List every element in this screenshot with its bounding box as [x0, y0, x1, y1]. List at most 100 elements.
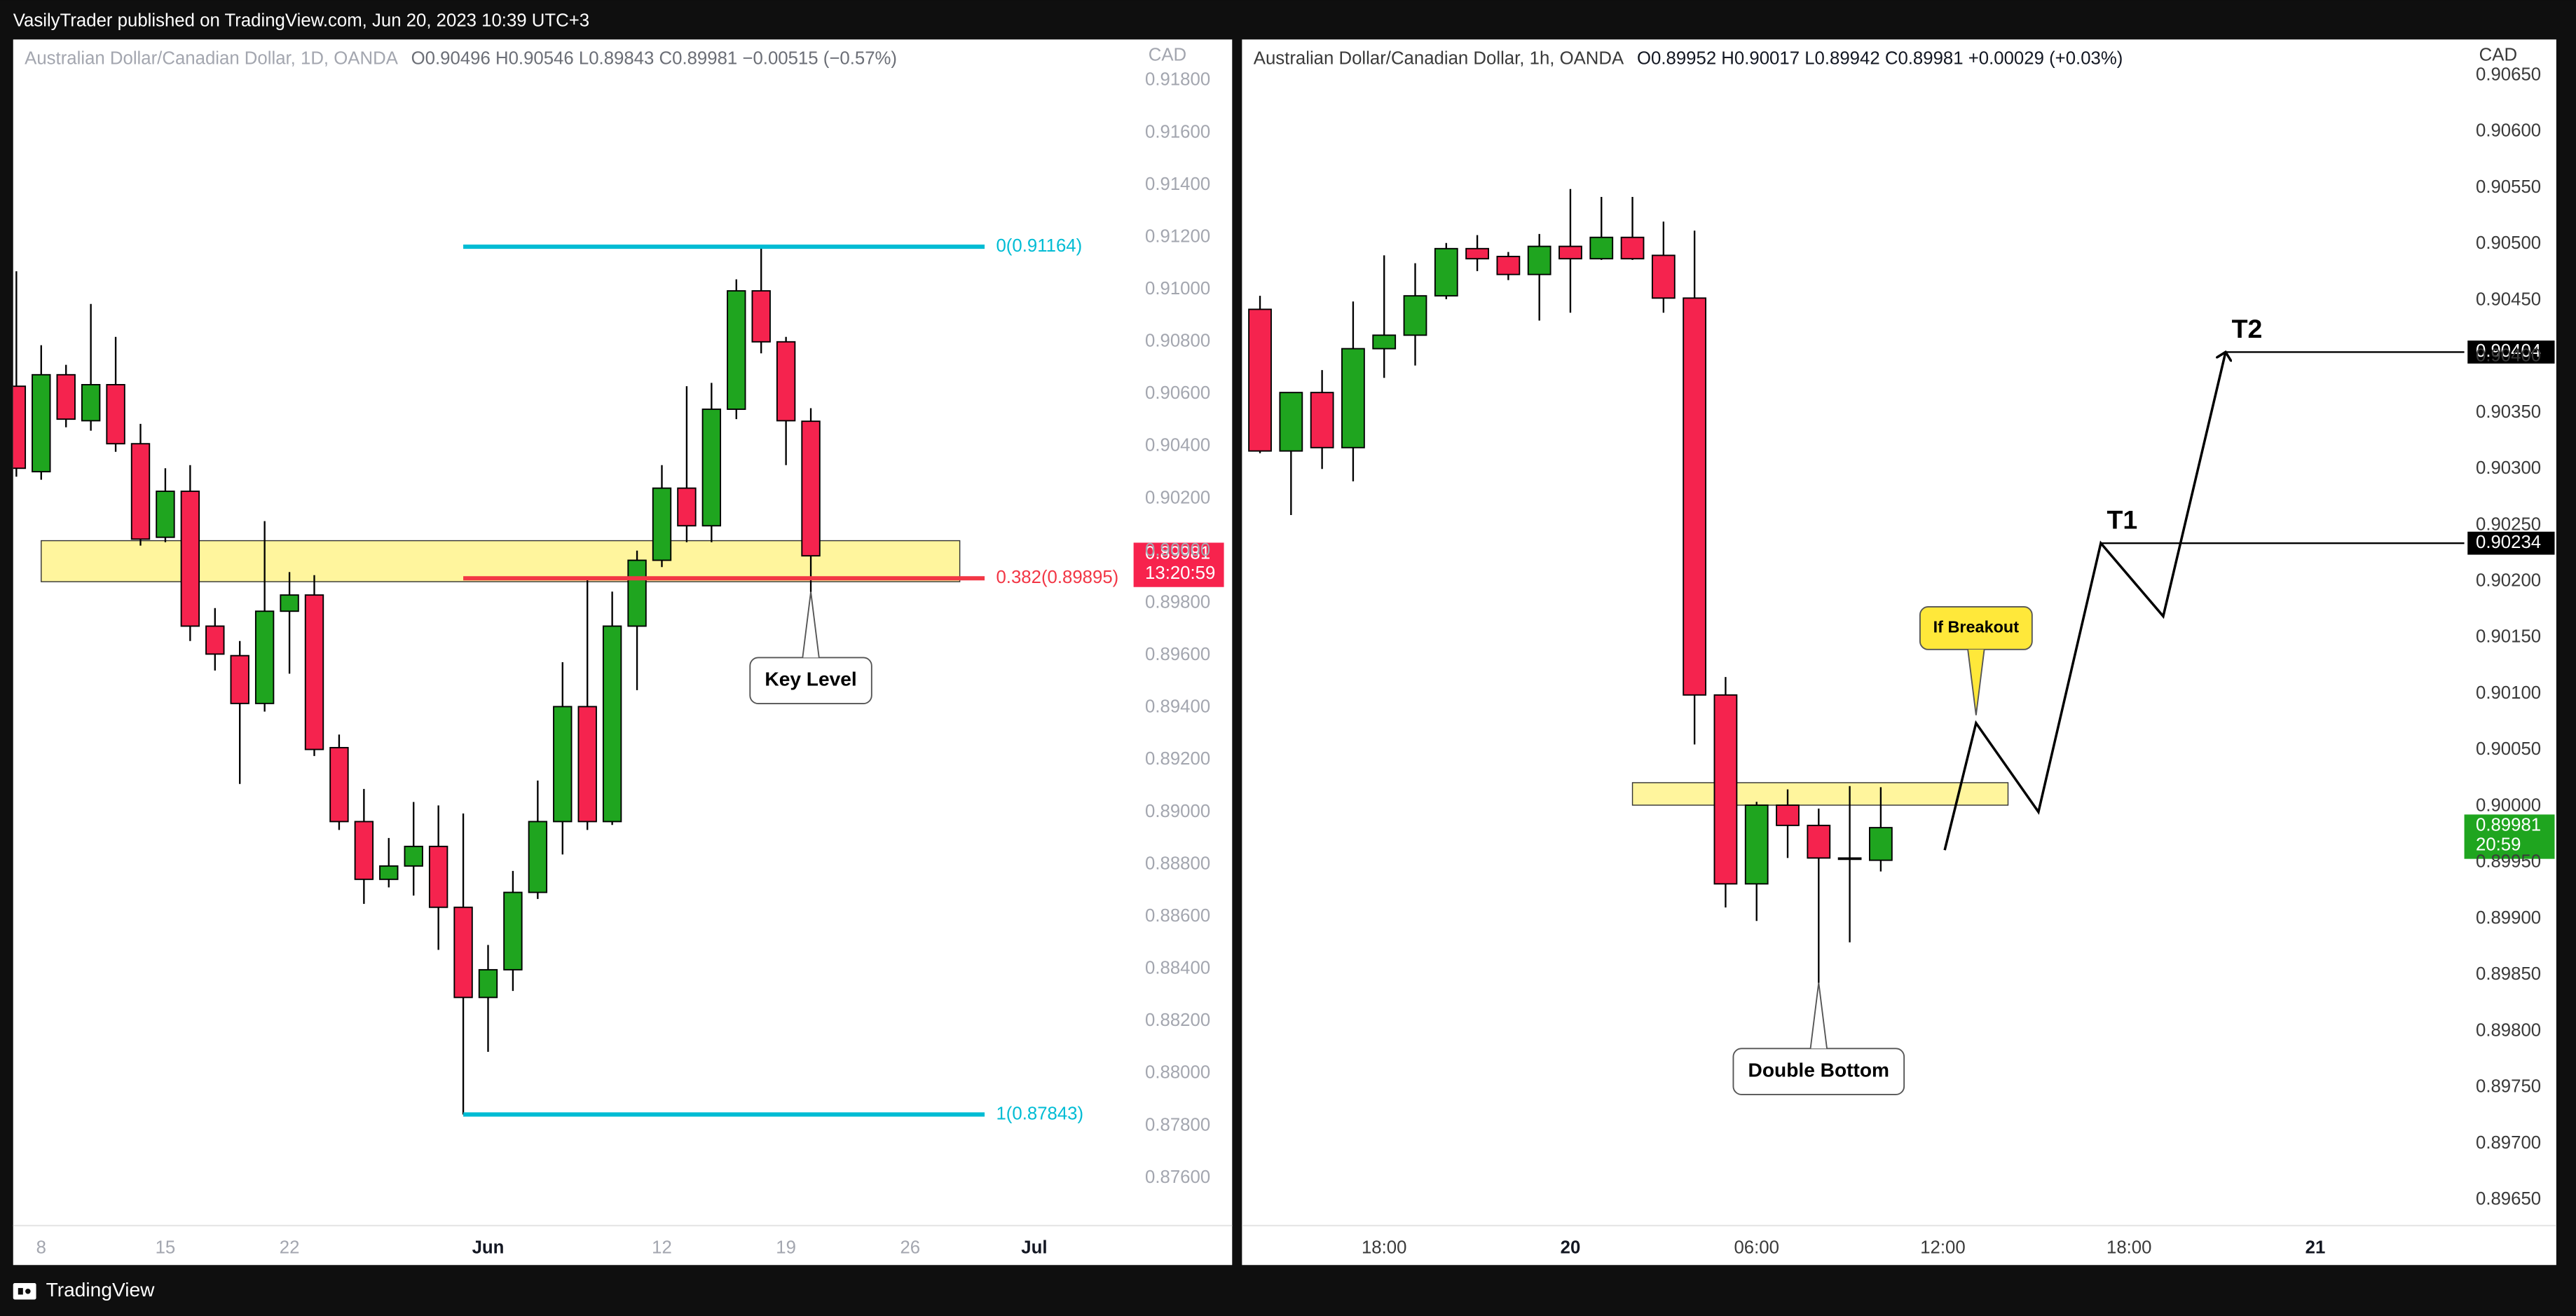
candle — [1744, 802, 1769, 921]
candle-body — [1869, 827, 1893, 861]
candle — [701, 383, 722, 542]
x-tick-label: 22 — [280, 1238, 300, 1258]
candle-body — [1713, 694, 1738, 885]
x-tick-label: 26 — [900, 1238, 920, 1258]
overlay: T1 0.90234 T2 0.90404 If Breakout Double Bott… — [1732, 314, 2555, 1095]
candle — [304, 575, 324, 756]
y-tick-label: 0.87600 — [1145, 1167, 1210, 1187]
candle — [1869, 787, 1893, 872]
callout: Key Level — [749, 591, 872, 705]
y-tick-label: 0.91000 — [1145, 279, 1210, 299]
y-tick-label: 0.88200 — [1145, 1010, 1210, 1030]
y-tick-label: 0.88400 — [1145, 959, 1210, 978]
candle — [354, 788, 374, 904]
candle-body — [701, 409, 722, 527]
y-tick-label: 0.89850 — [2476, 964, 2541, 984]
candle — [1527, 233, 1551, 321]
candle-body — [1683, 297, 1707, 696]
x-tick-label: Jul — [1021, 1238, 1047, 1258]
candle-body — [1372, 334, 1397, 350]
candle — [1248, 296, 1272, 453]
support-zone — [41, 540, 961, 582]
publisher-line: VasilyTrader published on TradingView.co… — [13, 11, 589, 30]
candle — [130, 423, 151, 546]
candle — [180, 465, 200, 641]
candle — [1403, 263, 1427, 366]
overlay: 0(0.91164) 0.382(0.89895) 1(0.87843) Key Le… — [463, 236, 1224, 1123]
y-tick-label: 0.90350 — [2476, 402, 2541, 422]
bar-countdown: 20:59 — [2476, 835, 2521, 855]
fib-level-label: 1(0.87843) — [996, 1104, 1083, 1123]
callout-pointer-fill — [1810, 982, 1828, 1049]
candle — [1807, 808, 1831, 983]
candle — [404, 802, 423, 896]
candle — [280, 572, 299, 674]
candle — [156, 468, 175, 542]
candle — [751, 247, 771, 354]
candle — [1465, 235, 1489, 271]
candle-body — [577, 706, 597, 823]
footer-brand[interactable]: TradingView — [46, 1279, 155, 1301]
y-tick-label: 0.90000 — [2476, 795, 2541, 815]
y-tick-label: 0.90450 — [2476, 289, 2541, 309]
candle — [379, 837, 399, 888]
candle-body — [230, 654, 249, 704]
y-tick-label: 0.89200 — [1145, 749, 1210, 769]
x-tick-label: 20 — [1561, 1238, 1581, 1258]
candle-body — [1434, 247, 1458, 297]
y-tick-label: 0.91800 — [1145, 70, 1210, 90]
candle — [478, 945, 498, 1052]
y-tick-label: 0.90600 — [2476, 121, 2541, 141]
ohlc-legend: O0.89952 H0.90017 L0.89942 C0.89981 +0.0… — [1637, 48, 2123, 68]
candle — [1558, 189, 1582, 313]
candle-body — [130, 443, 151, 540]
y-tick-label: 0.90050 — [2476, 739, 2541, 759]
candle — [329, 734, 349, 830]
candle-body — [751, 290, 771, 343]
candle-body — [180, 491, 200, 627]
candle-body — [1744, 804, 1769, 885]
callout-text: Key Level — [765, 669, 856, 690]
candle-body — [1403, 295, 1427, 336]
candle-body — [677, 487, 697, 527]
chart-title: Australian Dollar/Canadian Dollar, 1h, O… — [1254, 48, 1624, 68]
callout-pointer — [802, 591, 820, 658]
candle — [56, 364, 76, 427]
candle — [602, 591, 622, 825]
candle-body — [503, 891, 523, 971]
candle-body — [156, 491, 175, 538]
last-price-tag — [1133, 542, 1224, 587]
candle-body — [1837, 857, 1862, 861]
y-tick-label: 0.89800 — [2476, 1020, 2541, 1040]
candle — [677, 386, 697, 542]
bar-countdown: 13:20:59 — [1145, 563, 1215, 583]
candle — [1279, 392, 1303, 516]
target-price-tag — [2467, 531, 2555, 555]
candle — [503, 870, 523, 992]
candle — [81, 303, 101, 431]
candle-body — [727, 290, 746, 410]
candle-body — [453, 906, 473, 999]
candle — [1372, 255, 1397, 378]
y-tick-label: 0.88800 — [1145, 854, 1210, 873]
y-tick-label: 0.89650 — [2476, 1189, 2541, 1209]
x-tick-label: 06:00 — [1734, 1238, 1779, 1258]
ohlc-legend: O0.90496 H0.90546 L0.89843 C0.89981 −0.0… — [411, 48, 897, 68]
candle-body — [280, 594, 299, 612]
candle-body — [478, 968, 498, 999]
y-tick-label: 0.90600 — [1145, 383, 1210, 403]
fib-level-label: 0(0.91164) — [996, 236, 1082, 256]
candle-body — [1651, 254, 1676, 299]
chart-title: Australian Dollar/Canadian Dollar, 1D, O… — [25, 48, 399, 68]
candle — [553, 662, 573, 855]
candle — [1683, 231, 1707, 745]
candle-body — [304, 594, 324, 750]
projection-path — [1943, 352, 2226, 851]
y-tick-label: 0.90400 — [1145, 436, 1210, 455]
x-tick-label: 12 — [652, 1238, 672, 1258]
y-tick-label: 0.89600 — [1145, 645, 1210, 664]
footer-logo — [13, 1283, 36, 1300]
candle-body — [254, 610, 275, 704]
candle-body — [1558, 245, 1582, 260]
